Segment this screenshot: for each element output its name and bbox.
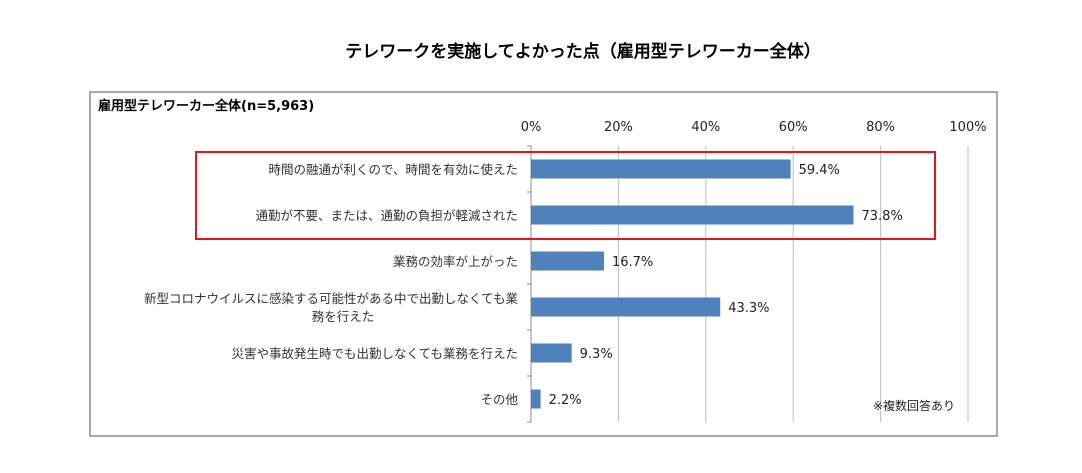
data-label: 73.8%: [862, 209, 903, 224]
x-tick-label: 0%: [521, 120, 542, 135]
data-label: 9.3%: [580, 347, 613, 362]
highlight-box: [195, 151, 936, 240]
category-label: 通勤が不要、または、通勤の負担が軽減された: [255, 208, 518, 223]
x-tick-label: 20%: [604, 120, 633, 135]
bar: [531, 205, 854, 225]
bar: [531, 251, 604, 271]
data-label: 43.3%: [728, 301, 769, 316]
data-label: 59.4%: [799, 163, 840, 178]
data-label: 16.7%: [612, 255, 653, 270]
bar: [531, 343, 572, 363]
note-text: ※複数回答あり: [873, 398, 955, 413]
category-label: 災害や事故発生時でも出勤しなくても業務を行えた: [231, 346, 518, 361]
data-label: 2.2%: [549, 393, 582, 408]
category-label: 業務の効率が上がった: [393, 254, 518, 269]
x-tick-label: 100%: [949, 120, 986, 135]
category-label: 時間の融通が利くので、時間を有効に使えた: [268, 162, 518, 177]
category-label: 新型コロナウイルスに感染する可能性がある中で出勤しなくても業務を行えた: [144, 291, 519, 324]
chart-subtitle: 雇用型テレワーカー全体(n=5,963): [98, 98, 314, 114]
bar: [531, 389, 541, 409]
x-tick-label: 40%: [691, 120, 720, 135]
category-label: その他: [480, 392, 518, 407]
x-tick-label: 80%: [866, 120, 895, 135]
chart-title: テレワークを実施してよかった点（雇用型テレワーカー全体）: [345, 41, 821, 62]
x-tick-label: 60%: [779, 120, 808, 135]
bar: [531, 159, 791, 179]
bar: [531, 297, 721, 317]
